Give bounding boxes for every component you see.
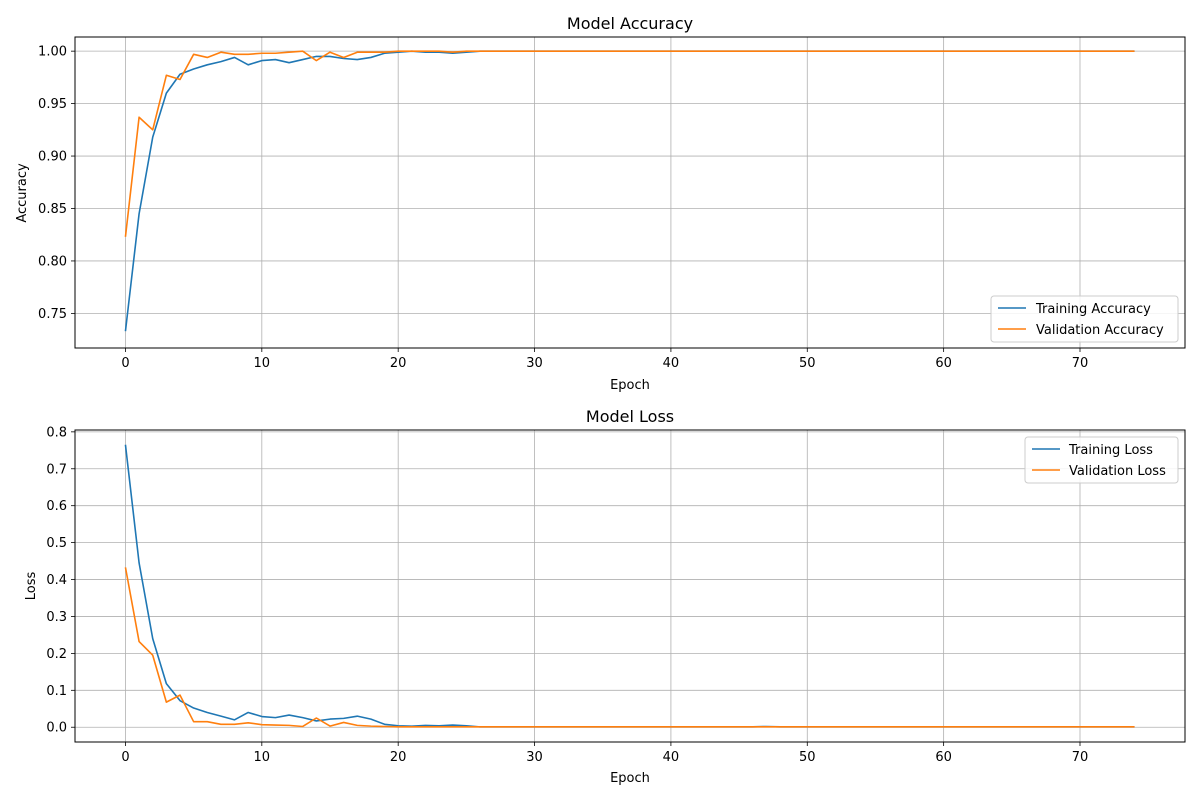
loss-x-tick-label: 0	[121, 750, 129, 765]
loss-chart-title: Model Loss	[586, 407, 674, 426]
accuracy-series-lines	[124, 50, 1135, 332]
loss-x-tick-label: 20	[390, 750, 407, 765]
loss-y-axis-label: Loss	[24, 572, 39, 601]
legend-label-validation-loss: Validation Loss	[1069, 464, 1166, 479]
loss-x-ticks: 0 10 20 30 40 50 60 70	[121, 742, 1088, 765]
loss-y-tick-label: 0.4	[46, 573, 67, 588]
accuracy-x-tick-label: 30	[526, 356, 543, 371]
accuracy-x-tick-label: 40	[663, 356, 680, 371]
loss-y-tick-label: 0.1	[46, 684, 67, 699]
accuracy-y-tick-label: 0.75	[38, 307, 67, 322]
loss-y-tick-label: 0.5	[46, 536, 67, 551]
loss-x-tick-label: 60	[935, 750, 952, 765]
accuracy-x-tick-label: 10	[254, 356, 271, 371]
loss-x-axis-label: Epoch	[610, 771, 650, 786]
loss-x-tick-label: 10	[254, 750, 271, 765]
accuracy-y-tick-label: 0.85	[38, 202, 67, 217]
loss-x-tick-label: 50	[799, 750, 816, 765]
series-line-validation-loss	[124, 567, 1135, 728]
accuracy-x-ticks: 0 10 20 30 40 50 60 70	[121, 348, 1088, 371]
accuracy-axes-frame	[74, 36, 1186, 349]
accuracy-x-tick-label: 0	[121, 356, 129, 371]
accuracy-y-tick-label: 1.00	[38, 45, 67, 60]
accuracy-y-tick-label: 0.80	[38, 254, 67, 269]
accuracy-y-axis-label: Accuracy	[15, 163, 30, 223]
loss-y-tick-label: 0.0	[46, 721, 67, 736]
loss-y-tick-label: 0.6	[46, 499, 67, 514]
accuracy-legend: Training Accuracy Validation Accuracy	[990, 295, 1179, 343]
loss-x-tick-label: 40	[663, 750, 680, 765]
legend-label-validation-accuracy: Validation Accuracy	[1036, 323, 1164, 338]
loss-y-tick-label: 0.3	[46, 610, 67, 625]
accuracy-y-tick-label: 0.90	[38, 150, 67, 165]
series-line-validation-accuracy	[124, 50, 1135, 237]
accuracy-x-tick-label: 20	[390, 356, 407, 371]
accuracy-x-tick-label: 60	[935, 356, 952, 371]
loss-y-tick-label: 0.2	[46, 647, 67, 662]
loss-axes-frame	[74, 429, 1186, 743]
accuracy-y-tick-label: 0.95	[38, 97, 67, 112]
accuracy-x-tick-label: 70	[1072, 356, 1089, 371]
loss-panel: Model Loss 0 10 20 30 40 50 60 70 0.00.10.20.30…	[24, 407, 1186, 786]
legend-label-training-accuracy: Training Accuracy	[1035, 302, 1151, 317]
accuracy-y-ticks: 0.75 0.80 0.85 0.90 0.95 1.00	[38, 45, 75, 322]
loss-x-tick-label: 70	[1072, 750, 1089, 765]
loss-x-tick-label: 30	[526, 750, 543, 765]
accuracy-x-axis-label: Epoch	[610, 378, 650, 393]
legend-label-training-loss: Training Loss	[1068, 443, 1153, 458]
loss-legend: Training Loss Validation Loss	[1024, 436, 1179, 484]
loss-y-tick-label: 0.7	[46, 462, 67, 477]
accuracy-gridlines	[75, 37, 1185, 348]
loss-series-lines	[124, 444, 1135, 728]
loss-y-ticks: 0.0 0.1 0.2 0.3 0.4 0.5 0.6 0.7 0.8	[46, 425, 75, 736]
accuracy-chart-title: Model Accuracy	[567, 14, 693, 33]
accuracy-x-tick-label: 50	[799, 356, 816, 371]
accuracy-panel: Model Accuracy 0 10 20 30 40 50 60 70 0.750.800…	[15, 14, 1186, 393]
accuracy-legend-box	[990, 295, 1179, 343]
loss-legend-box	[1024, 436, 1179, 484]
loss-y-tick-label: 0.8	[46, 425, 67, 440]
